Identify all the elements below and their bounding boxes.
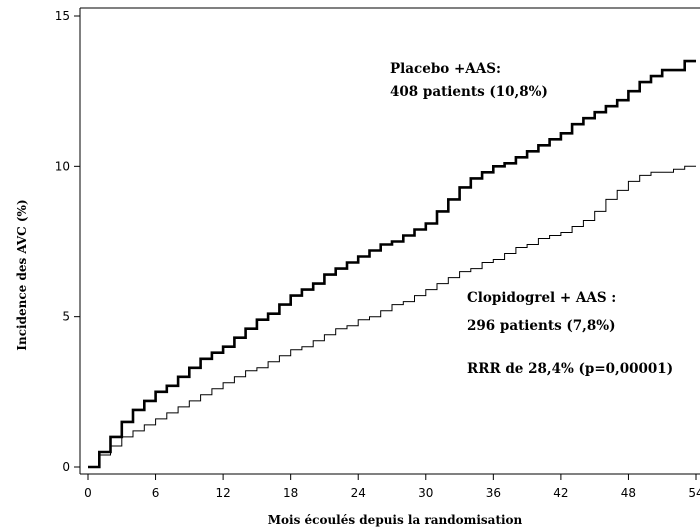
series (88, 59, 696, 469)
clopidogrel-annotation-line1: Clopidogrel + AAS : (467, 290, 616, 306)
placebo-aas-line (88, 59, 696, 469)
x-tick-label-1: 6 (152, 486, 160, 500)
placebo-annotation-line2: 408 patients (10,8%) (390, 84, 548, 100)
ticks: 0 6 12 18 24 30 36 42 48 54 0 5 10 15 (55, 9, 700, 500)
y-tick-label-0: 0 (62, 460, 70, 474)
x-tick-label-7: 42 (553, 486, 568, 500)
rrr-annotation: RRR de 28,4% (p=0,00001) (467, 361, 673, 377)
x-tick-label-6: 36 (486, 486, 501, 500)
clopidogrel-aas-line (88, 165, 696, 468)
y-axis-label: Incidence des AVC (%) (15, 199, 29, 350)
y-tick-label-2: 10 (55, 159, 70, 173)
x-tick-label-4: 24 (351, 486, 366, 500)
placebo-annotation-line1: Placebo +AAS: (390, 61, 501, 77)
x-tick-label-3: 18 (283, 486, 298, 500)
y-tick-label-3: 15 (55, 9, 70, 23)
x-axis-label: Mois écoulés depuis la randomisation (268, 513, 523, 527)
x-tick-label-9: 54 (688, 486, 700, 500)
clopidogrel-annotation-line2: 296 patients (7,8%) (467, 318, 615, 334)
axes (79, 7, 700, 475)
x-tick-label-8: 48 (621, 486, 636, 500)
x-tick-label-0: 0 (84, 486, 92, 500)
y-tick-label-1: 5 (62, 310, 70, 324)
x-tick-label-2: 12 (215, 486, 230, 500)
x-tick-label-5: 30 (418, 486, 433, 500)
